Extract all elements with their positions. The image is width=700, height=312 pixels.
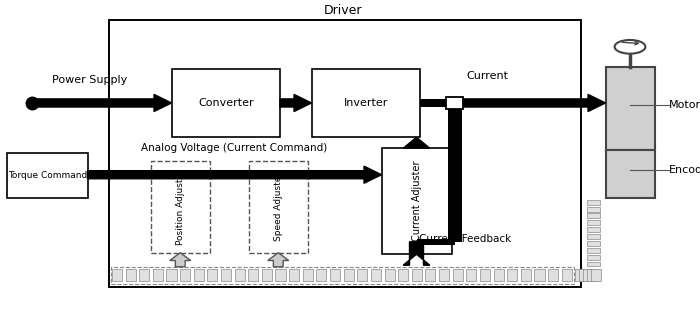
Bar [580,269,589,281]
Text: Analog Voltage (Current Command): Analog Voltage (Current Command) [141,143,328,153]
Bar [398,269,408,281]
Bar [207,269,218,281]
Bar [167,269,176,281]
Polygon shape [463,94,606,111]
Text: Power Supply: Power Supply [52,75,127,85]
Text: Torque Command: Torque Command [8,171,87,180]
Bar [591,269,601,281]
Text: Current: Current [466,71,508,81]
Bar [111,267,574,284]
Bar [150,161,210,253]
Bar [312,69,420,137]
Bar [248,269,258,281]
Bar [382,148,452,254]
Text: Converter: Converter [198,98,253,108]
Polygon shape [280,94,312,111]
Polygon shape [403,242,430,265]
Bar [7,153,88,198]
Bar [420,99,446,107]
Text: Inverter: Inverter [344,98,388,108]
Bar [153,269,163,281]
Bar [384,269,395,281]
Bar [108,20,581,287]
Bar [494,269,503,281]
Bar [466,269,477,281]
Polygon shape [169,253,190,267]
Bar [180,269,190,281]
Bar [587,220,600,225]
Bar [194,269,204,281]
Bar [583,269,594,281]
Bar [262,269,272,281]
Bar [521,269,531,281]
Bar [453,269,463,281]
Text: Current Adjuster: Current Adjuster [412,161,421,241]
Text: Speed Adjuster: Speed Adjuster [274,172,283,241]
Bar [234,269,245,281]
Bar [316,269,326,281]
Text: Motor: Motor [668,100,700,110]
Text: Encoder: Encoder [668,165,700,175]
Bar [575,269,585,281]
Text: Current Feedback: Current Feedback [419,234,511,244]
Bar [125,269,136,281]
Bar [508,269,517,281]
Bar [446,97,463,109]
Bar [276,269,286,281]
Bar [357,269,368,281]
Bar [416,239,455,245]
Polygon shape [32,94,172,111]
Bar [289,269,299,281]
Bar [606,67,654,150]
Bar [587,227,600,232]
Bar [412,269,422,281]
Bar [371,269,381,281]
Bar [172,69,280,137]
Bar [330,269,340,281]
Bar [587,248,600,253]
Polygon shape [88,166,382,183]
Bar [112,269,122,281]
Text: Position Adjuster: Position Adjuster [176,169,185,245]
Bar [448,107,462,242]
Bar [344,269,354,281]
Bar [606,150,654,198]
Bar [303,269,313,281]
Bar [587,241,600,246]
Bar [535,269,545,281]
Bar [480,269,490,281]
Bar [221,269,231,281]
Bar [587,255,600,260]
Bar [587,200,600,205]
Bar [587,234,600,239]
Bar [139,269,149,281]
Bar [548,269,558,281]
Bar [561,269,572,281]
Polygon shape [267,253,288,267]
Bar [587,213,600,218]
Bar [587,269,597,281]
Bar [587,207,600,212]
Bar [426,269,435,281]
Polygon shape [403,137,430,148]
Bar [439,269,449,281]
Text: Driver: Driver [323,4,363,17]
Bar [587,261,600,266]
Bar [248,161,308,253]
